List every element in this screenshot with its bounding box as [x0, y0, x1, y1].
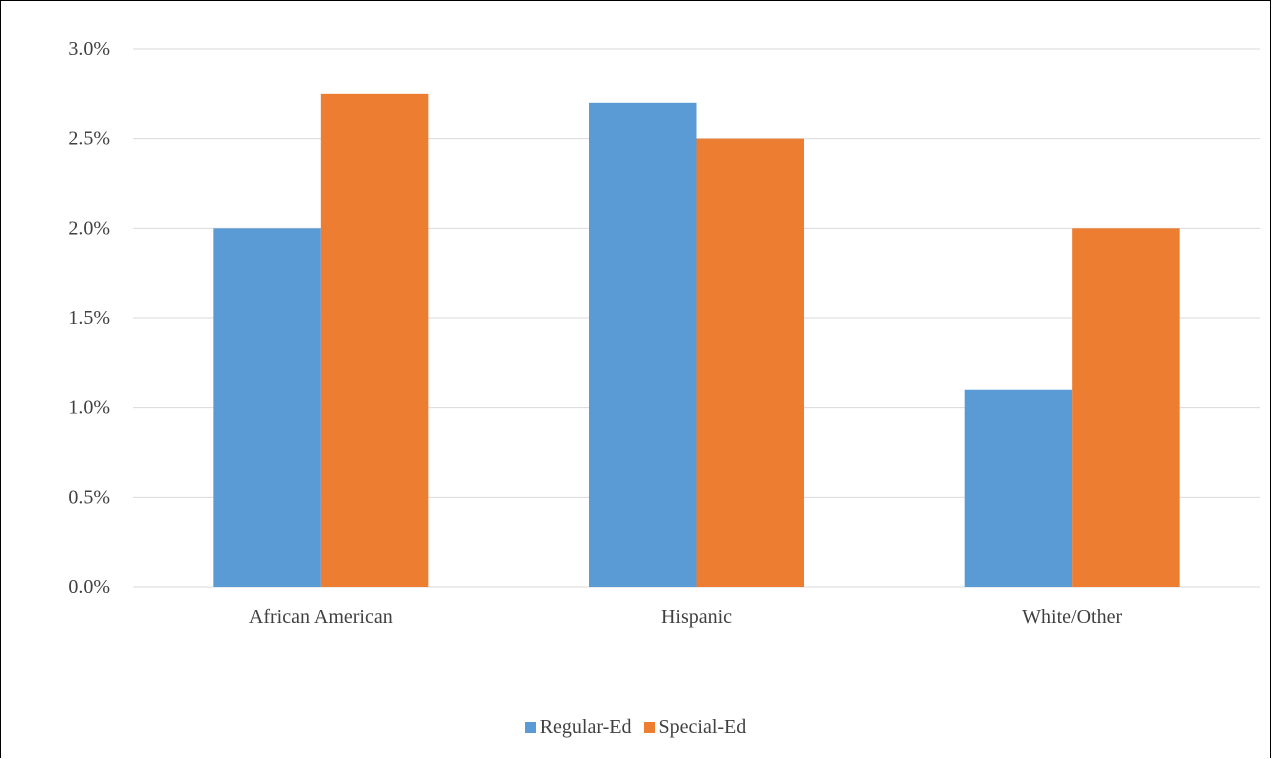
legend-item-regular-ed: Regular-Ed: [524, 716, 632, 739]
y-tick-label: 2.5%: [68, 128, 110, 150]
bar-regular-ed-white-other: [964, 389, 1073, 587]
legend: Regular-Ed Special-Ed: [0, 716, 1271, 739]
bar-regular-ed-african-american: [213, 228, 321, 588]
legend-item-special-ed: Special-Ed: [643, 716, 747, 739]
legend-label-special-ed: Special-Ed: [658, 716, 747, 738]
bar-special-ed-african-american: [320, 93, 429, 587]
bar-regular-ed-hispanic: [589, 102, 697, 588]
bar-special-ed-hispanic: [696, 138, 804, 587]
bars: [213, 93, 1180, 588]
legend-label-regular-ed: Regular-Ed: [539, 716, 632, 738]
bar-special-ed-white-other: [1072, 228, 1180, 588]
y-axis-tick-labels: 0.0% 0.5% 1.0% 1.5% 2.0% 2.5% 3.0%: [68, 38, 110, 598]
x-tick-label: Hispanic: [661, 606, 732, 628]
legend-swatch-regular-ed: [524, 722, 536, 733]
y-tick-label: 0.0%: [68, 576, 110, 598]
y-tick-label: 1.0%: [68, 397, 110, 419]
x-tick-label: African American: [249, 606, 393, 628]
y-tick-label: 1.5%: [68, 307, 110, 329]
x-tick-label: White/Other: [1022, 606, 1122, 628]
y-tick-label: 2.0%: [68, 217, 110, 239]
y-tick-label: 3.0%: [68, 38, 110, 60]
y-tick-label: 0.5%: [68, 486, 110, 508]
x-axis-category-labels: African American Hispanic White/Other: [249, 606, 1123, 628]
legend-swatch-special-ed: [643, 722, 655, 733]
